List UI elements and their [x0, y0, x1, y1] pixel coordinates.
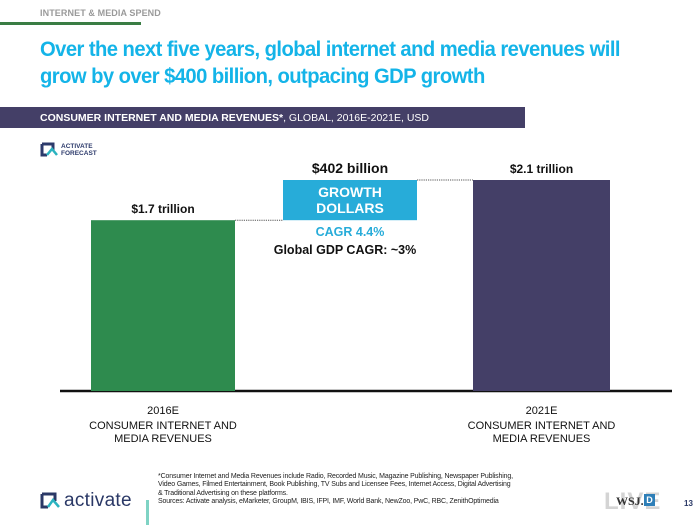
- growth-value-label: $402 billion: [312, 160, 388, 176]
- chart-subtitle-bold: CONSUMER INTERNET AND MEDIA REVENUES*: [40, 112, 284, 124]
- section-label: INTERNET & MEDIA SPEND: [40, 8, 161, 18]
- category-sublabel-2021e-line2: MEDIA REVENUES: [493, 433, 591, 445]
- bar-2021e: [473, 180, 610, 391]
- sources-line: Sources: Activate analysis, eMarketer, G…: [158, 497, 499, 505]
- bar-2016e: [91, 220, 235, 391]
- page-title: Over the next five years, global interne…: [40, 36, 642, 90]
- cagr-label: CAGR 4.4%: [316, 225, 385, 239]
- gdp-cagr-note: Global GDP CAGR: ~3%: [274, 243, 417, 257]
- footnote: *Consumer Internet and Media Revenues in…: [158, 473, 598, 506]
- page-number: 13: [684, 499, 693, 508]
- footnote-line-1: *Consumer Internet and Media Revenues in…: [158, 473, 513, 480]
- footnote-line-2: Video Games, Filmed Entertainment, Book …: [158, 481, 511, 489]
- activate-forecast-icon: [40, 142, 58, 157]
- chart-subtitle-band: [0, 107, 525, 128]
- growth-box-line-2: DOLLARS: [316, 200, 384, 216]
- revenue-bar-chart: $1.7 trillion $2.1 trillion $402 billion…: [60, 160, 672, 445]
- activate-logo-icon: [40, 492, 60, 509]
- badge-line-2: FORECAST: [61, 150, 97, 157]
- activate-logo-text: activate: [64, 490, 132, 511]
- growth-box-line-1: GROWTH: [318, 184, 382, 200]
- data-label-2021e: $2.1 trillion: [510, 162, 573, 176]
- category-sublabel-2016e-line2: MEDIA REVENUES: [114, 433, 212, 445]
- chart-subtitle: CONSUMER INTERNET AND MEDIA REVENUES*, G…: [40, 112, 429, 124]
- data-label-2016e: $1.7 trillion: [131, 202, 194, 216]
- activate-forecast-badge: ACTIVATE FORECAST: [40, 142, 97, 158]
- category-sublabel-2021e-line1: CONSUMER INTERNET AND: [468, 420, 616, 432]
- growth-dollars-box: [283, 180, 417, 221]
- badge-line-1: ACTIVATE: [61, 143, 93, 150]
- category-sublabel-2016e-line1: CONSUMER INTERNET AND: [89, 420, 237, 432]
- category-label-2016e: 2016E: [147, 405, 179, 417]
- title-line-1: Over the next five years, global interne…: [40, 37, 621, 61]
- wsj-d-badge: D: [644, 494, 655, 506]
- section-rule: [0, 22, 141, 25]
- activate-logo: activate: [40, 490, 132, 512]
- wsj-text: WSJ.: [616, 494, 644, 508]
- chart-subtitle-rest: , GLOBAL, 2016E-2021E, USD: [283, 112, 429, 124]
- title-line-2: grow by over $400 billion, outpacing GDP…: [40, 64, 485, 88]
- category-label-2021e: 2021E: [526, 405, 558, 417]
- wsj-d-live-logo: LIVE WSJ. D: [604, 488, 666, 515]
- footnote-line-3: & Traditional Advertising on these platf…: [158, 489, 288, 497]
- footer-divider: [146, 500, 149, 525]
